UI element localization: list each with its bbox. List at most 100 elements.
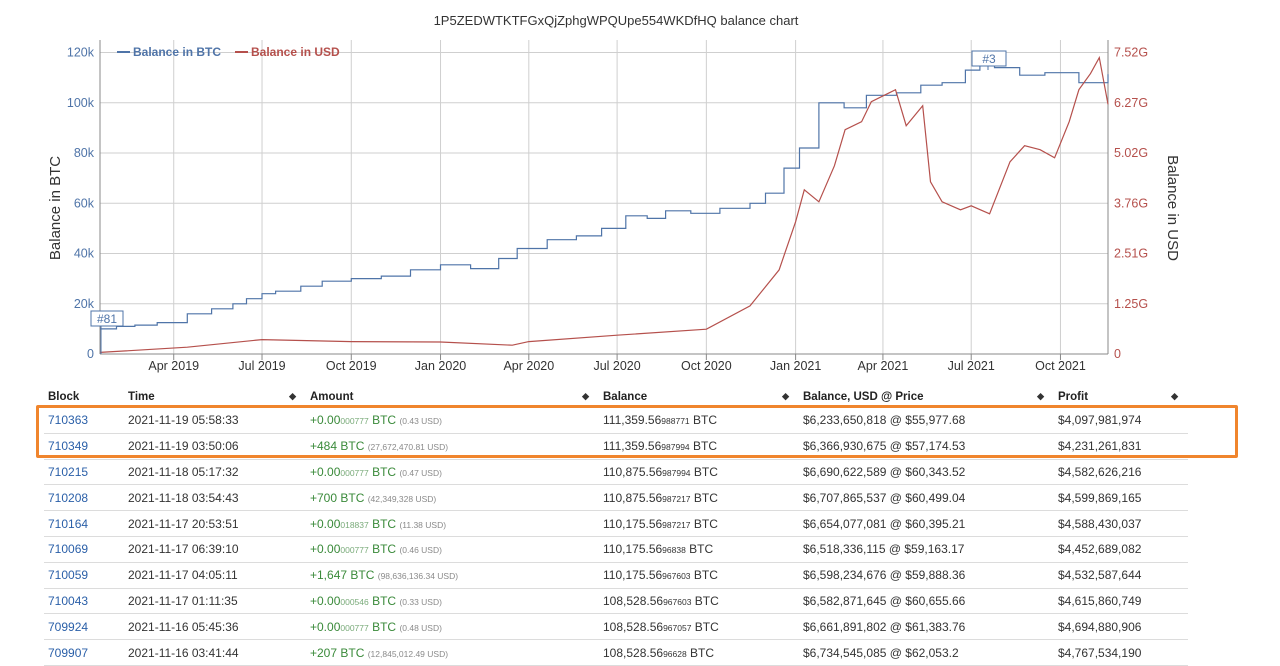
annotation-flag bbox=[971, 50, 1007, 67]
block-link[interactable]: 710059 bbox=[48, 568, 89, 583]
block-link[interactable]: 710043 bbox=[48, 593, 89, 608]
block-link[interactable]: 710208 bbox=[48, 490, 89, 505]
balance-unit: BTC bbox=[690, 568, 718, 583]
header-block[interactable]: Block bbox=[48, 391, 80, 403]
block-cell: 710215 bbox=[44, 459, 124, 486]
balance-cell: 110,875.56987217 BTC bbox=[599, 484, 799, 512]
balance-unit: BTC bbox=[690, 464, 718, 479]
time-cell: 2021-11-19 05:58:33 bbox=[124, 407, 306, 434]
x-tick-label: Jul 2020 bbox=[593, 359, 640, 373]
balance-unit: BTC bbox=[690, 490, 718, 505]
block-cell: 709924 bbox=[44, 613, 124, 641]
usd-balance-line bbox=[99, 55, 1109, 353]
header-profit[interactable]: Profit ◆ bbox=[1058, 391, 1178, 403]
balance-value: 110,875.56 bbox=[603, 490, 663, 505]
chart-labels: Balance in BTC Balance in USD #81 #3 bbox=[90, 45, 1007, 354]
block-cell: 710069 bbox=[44, 536, 124, 563]
x-tick-label: Oct 2019 bbox=[326, 359, 377, 373]
sort-updown-icon[interactable]: ◆ bbox=[582, 391, 589, 401]
block-cell: 710043 bbox=[44, 588, 124, 615]
y-axis-title: Balance in BTC bbox=[47, 156, 64, 260]
balance-fraction: 987994 bbox=[661, 442, 690, 453]
usd-price-cell: $6,598,234,676 @ $59,888.36 bbox=[799, 562, 1054, 589]
table-row[interactable]: 710215 2021-11-18 05:17:32 +0.00000777 BTC… bbox=[44, 459, 1188, 486]
amount-value: +0.00 bbox=[310, 542, 341, 557]
legend-btc-label: Balance in BTC bbox=[133, 45, 221, 59]
table-row[interactable]: 710208 2021-11-18 03:54:43 +700 BTC (42,34… bbox=[44, 484, 1188, 512]
y-tick-label: 120k bbox=[67, 46, 95, 60]
table-row[interactable]: 710059 2021-11-17 04:05:11 +1,647 BTC (98,… bbox=[44, 562, 1188, 589]
balance-fraction: 967603 bbox=[663, 596, 692, 607]
balance-unit: BTC bbox=[689, 439, 717, 454]
block-link[interactable]: 710164 bbox=[48, 516, 89, 531]
amount-usd: (0.48 USD) bbox=[399, 622, 442, 633]
table-row[interactable]: 710363 2021-11-19 05:58:33 +0.00000777 BTC… bbox=[44, 407, 1188, 434]
table-row[interactable]: 710069 2021-11-17 06:39:10 +0.00000777 BTC… bbox=[44, 536, 1188, 563]
y-tick-label: 0 bbox=[87, 347, 94, 361]
amount-cell: +0.00000777 BTC (0.48 USD) bbox=[306, 613, 599, 641]
balance-value: 110,175.56 bbox=[603, 568, 663, 583]
block-cell: 710164 bbox=[44, 510, 124, 537]
header-amount[interactable]: Amount ◆ bbox=[310, 391, 589, 403]
balance-chart[interactable]: 0 20k 40k 60k 80k 100k 120k 0 1.25G 2.51G 3.76G 5.0… bbox=[0, 0, 1280, 385]
balance-fraction: 967603 bbox=[662, 571, 691, 582]
amount-value: +700 bbox=[310, 490, 338, 505]
block-link[interactable]: 710069 bbox=[48, 542, 89, 557]
time-cell: 2021-11-18 03:54:43 bbox=[124, 484, 306, 512]
sort-updown-icon[interactable]: ◆ bbox=[289, 391, 296, 401]
time-cell: 2021-11-17 01:11:35 bbox=[124, 588, 306, 615]
block-link[interactable]: 709924 bbox=[48, 619, 89, 634]
y2-tick-label: 6.27G bbox=[1114, 96, 1148, 110]
profit-cell: $4,097,981,974 bbox=[1054, 407, 1188, 434]
header-time[interactable]: Time ◆ bbox=[128, 391, 296, 403]
profit-cell: $4,532,587,644 bbox=[1054, 562, 1188, 589]
sort-updown-icon[interactable]: ◆ bbox=[1171, 391, 1178, 401]
block-link[interactable]: 710215 bbox=[48, 464, 89, 479]
y2-axis-title: Balance in USD bbox=[1164, 155, 1181, 261]
time-cell: 2021-11-19 03:50:06 bbox=[124, 433, 306, 460]
balance-cell: 111,359.56988771 BTC bbox=[599, 407, 799, 434]
table-row[interactable]: 710164 2021-11-17 20:53:51 +0.00018837 BTC… bbox=[44, 510, 1188, 537]
sort-updown-icon[interactable]: ◆ bbox=[782, 391, 789, 401]
amount-cell: +700 BTC (42,349,328 USD) bbox=[306, 484, 599, 512]
amount-unit: BTC bbox=[337, 439, 365, 454]
y-tick-label: 20k bbox=[74, 297, 95, 311]
table-row[interactable]: 710349 2021-11-19 03:50:06 +484 BTC (27,67… bbox=[44, 433, 1188, 460]
y2-tick-label: 5.02G bbox=[1114, 146, 1148, 160]
usd-price-cell: $6,518,336,115 @ $59,163.17 bbox=[799, 536, 1054, 563]
balance-unit: BTC bbox=[686, 645, 715, 660]
balance-cell: 110,175.5696838 BTC bbox=[599, 536, 799, 563]
amount-usd: (0.47 USD) bbox=[399, 467, 442, 478]
block-link[interactable]: 710349 bbox=[48, 439, 89, 454]
amount-value: +0.00 bbox=[310, 413, 341, 428]
amount-unit: BTC bbox=[337, 490, 365, 505]
balance-fraction: 96628 bbox=[663, 648, 687, 659]
amount-usd: (42,349,328 USD) bbox=[367, 493, 437, 504]
amount-value: +0.00 bbox=[310, 593, 341, 608]
x-tick-label: Jul 2019 bbox=[238, 359, 285, 373]
profit-cell: $4,599,869,165 bbox=[1054, 484, 1188, 512]
balance-value: 108,528.56 bbox=[603, 645, 664, 660]
table-row[interactable]: 709924 2021-11-16 05:45:36 +0.00000777 BTC… bbox=[44, 613, 1188, 641]
block-link[interactable]: 709907 bbox=[48, 645, 89, 660]
y-tick-label: 60k bbox=[74, 196, 95, 210]
table-row[interactable]: 710043 2021-11-17 01:11:35 +0.00000546 BTC… bbox=[44, 588, 1188, 615]
header-balance[interactable]: Balance ◆ bbox=[603, 391, 789, 403]
header-balance-usd[interactable]: Balance, USD @ Price ◆ bbox=[803, 391, 1044, 403]
balance-unit: BTC bbox=[685, 542, 714, 557]
balance-fraction: 987217 bbox=[662, 493, 691, 504]
amount-usd: (12,845,012.49 USD) bbox=[367, 648, 449, 659]
balance-value: 110,875.56 bbox=[603, 464, 663, 479]
sort-updown-icon[interactable]: ◆ bbox=[1037, 391, 1044, 401]
amount-usd: (27,672,470.81 USD) bbox=[367, 442, 449, 453]
usd-price-cell: $6,690,622,589 @ $60,343.52 bbox=[799, 459, 1054, 486]
x-tick-label: Jan 2021 bbox=[770, 359, 821, 373]
balance-cell: 110,175.56967603 BTC bbox=[599, 562, 799, 589]
block-link[interactable]: 710363 bbox=[48, 413, 89, 428]
amount-fraction: 000777 bbox=[340, 467, 369, 478]
usd-price-cell: $6,233,650,818 @ $55,977.68 bbox=[799, 407, 1054, 434]
balance-value: 108,528.56 bbox=[603, 619, 664, 634]
balance-unit: BTC bbox=[689, 413, 717, 428]
usd-price-cell: $6,707,865,537 @ $60,499.04 bbox=[799, 484, 1054, 512]
amount-usd: (0.33 USD) bbox=[399, 596, 442, 607]
